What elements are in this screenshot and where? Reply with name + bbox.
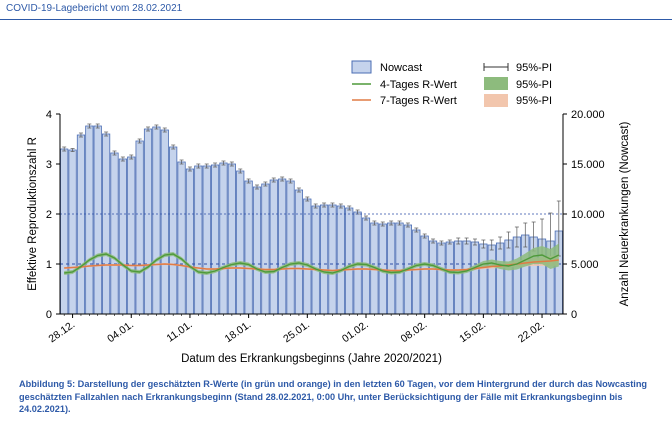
- right-tick-label: 5.000: [571, 259, 599, 271]
- nowcast-bar: [278, 178, 287, 315]
- nowcast-bar: [286, 180, 295, 315]
- nowcast-bar: [85, 125, 94, 315]
- x-axis-title: Datum des Erkrankungsbeginns (Jahre 2020…: [181, 353, 442, 365]
- nowcast-bar: [76, 134, 86, 315]
- nowcast-bar: [185, 168, 195, 315]
- report-title: COVID-19-Lagebericht vom 28.02.2021: [6, 3, 183, 14]
- x-tick-label: 15.02.: [457, 319, 488, 346]
- nowcast-bar: [252, 186, 262, 315]
- nowcast-bar: [127, 156, 136, 315]
- nowcast-bar: [169, 146, 178, 315]
- x-tick-label: 22.02.: [516, 319, 547, 346]
- left-tick-label: 1: [46, 259, 52, 271]
- nowcast-bar: [102, 133, 111, 315]
- nowcast-bar: [345, 207, 354, 315]
- nowcast-bar: [160, 129, 169, 315]
- nowcast-bar: [428, 240, 438, 315]
- right-axis-title: Anzahl Neuerkrankungen (Nowcast): [619, 121, 631, 306]
- nowcast-bar: [319, 204, 329, 315]
- plot-area: [60, 123, 563, 315]
- nowcast-bar: [479, 243, 488, 315]
- nowcast-bar: [454, 240, 463, 315]
- nowcast-bar: [496, 242, 505, 315]
- nowcast-bar: [110, 152, 119, 315]
- r-value-chart: Nowcast 4-Tages R-Wert 7-Tages R-Wert 95%-P…: [27, 60, 631, 365]
- r7-line: [64, 259, 559, 272]
- nowcast-bar: [177, 161, 186, 315]
- nowcast-bar: [487, 244, 496, 315]
- nowcast-bar: [269, 179, 278, 315]
- nowcast-bar: [219, 162, 228, 315]
- legend-r7-pi-swatch: [484, 94, 508, 107]
- left-tick-label: 2: [46, 209, 52, 221]
- nowcast-bar: [462, 240, 471, 315]
- report-header: COVID-19-Lagebericht vom 28.02.2021: [0, 0, 672, 20]
- legend-r4-label: 4-Tages R-Wert: [380, 79, 457, 91]
- nowcast-bar: [210, 164, 220, 315]
- x-tick-label: 25.01.: [281, 319, 312, 346]
- legend-nowcast-pi-label: 95%-PI: [516, 62, 552, 74]
- nowcast-bar: [236, 170, 245, 315]
- nowcast-bar: [194, 165, 203, 315]
- nowcast-bar: [227, 163, 236, 315]
- r4-line: [64, 253, 560, 274]
- nowcast-bar: [93, 125, 102, 315]
- x-tick-label: 18.01.: [223, 319, 254, 346]
- legend-r7-pi-label: 95%-PI: [516, 95, 552, 107]
- nowcast-bar: [445, 241, 454, 315]
- x-tick-label: 04.01.: [105, 319, 136, 346]
- right-tick-label: 20.000: [571, 109, 605, 121]
- legend-nowcast-label: Nowcast: [380, 62, 422, 74]
- right-tick-label: 15.000: [571, 159, 605, 171]
- right-tick-label: 0: [571, 309, 577, 321]
- left-tick-label: 3: [46, 159, 52, 171]
- left-axis-title: Effektive Reproduktionszahl R: [27, 137, 39, 291]
- nowcast-bar: [395, 222, 404, 315]
- nowcast-bar: [512, 236, 521, 315]
- nowcast-bar: [437, 242, 446, 315]
- left-tick-label: 0: [46, 309, 52, 321]
- nowcast-bar: [68, 149, 77, 315]
- nowcast-bar: [420, 235, 429, 315]
- nowcast-bar: [504, 239, 513, 315]
- figure-caption: Abbildung 5: Darstellung der geschätzten…: [19, 379, 648, 414]
- nowcast-bar: [202, 165, 211, 315]
- nowcast-bar: [387, 222, 396, 315]
- legend-r7-label: 7-Tages R-Wert: [380, 95, 457, 107]
- nowcast-bar: [311, 205, 320, 315]
- nowcast-bar: [60, 148, 69, 315]
- nowcast-bar: [412, 229, 421, 315]
- x-tick-label: 08.02.: [399, 319, 430, 346]
- nowcast-bar: [303, 198, 312, 315]
- nowcast-bar: [143, 128, 153, 315]
- left-tick-label: 4: [46, 109, 52, 121]
- legend-r4-pi-label: 95%-PI: [516, 79, 552, 91]
- nowcast-bar: [118, 158, 127, 315]
- x-tick-label: 01.02.: [340, 319, 371, 346]
- nowcast-bar: [294, 189, 304, 315]
- legend-nowcast-swatch: [351, 60, 372, 74]
- chart-legend: Nowcast 4-Tages R-Wert 7-Tages R-Wert 95%-P…: [351, 60, 552, 107]
- nowcast-bar: [261, 183, 270, 315]
- legend-r4-pi-swatch: [484, 77, 508, 90]
- nowcast-bar: [135, 140, 144, 315]
- nowcast-bar: [328, 204, 337, 315]
- x-tick-label: 28.12.: [46, 319, 77, 346]
- x-tick-label: 11.01.: [164, 319, 194, 345]
- nowcast-bar: [336, 205, 345, 315]
- nowcast-bar: [470, 241, 480, 315]
- nowcast-bar: [244, 180, 253, 315]
- right-tick-label: 10.000: [571, 209, 605, 221]
- nowcast-bar: [152, 126, 161, 315]
